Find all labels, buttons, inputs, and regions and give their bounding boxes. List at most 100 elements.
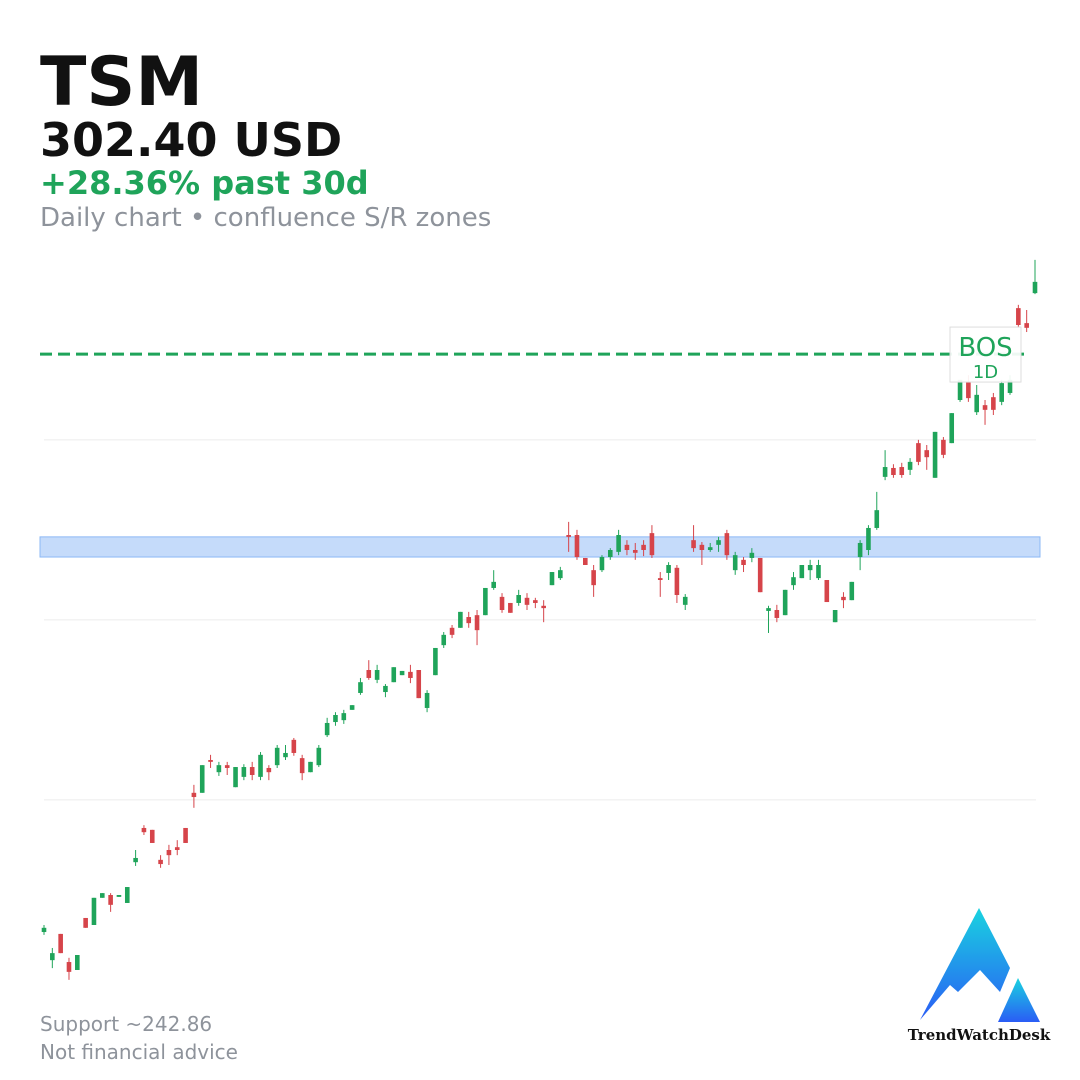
candle-body bbox=[449, 627, 455, 635]
candle-body bbox=[832, 610, 838, 623]
candle-body bbox=[841, 596, 846, 601]
candle-body bbox=[75, 955, 80, 970]
candle-body bbox=[791, 577, 796, 586]
candle-body bbox=[891, 467, 896, 475]
candle-body bbox=[799, 565, 805, 579]
candle-body bbox=[316, 747, 322, 766]
bos-label: BOS bbox=[958, 333, 1012, 363]
candle-body bbox=[99, 893, 105, 898]
candle-body bbox=[599, 557, 605, 571]
candle-body bbox=[199, 765, 205, 793]
candle-body bbox=[283, 752, 288, 758]
candle-body bbox=[533, 600, 538, 603]
candle-body bbox=[50, 953, 55, 961]
footer-disclaimer: Not financial advice bbox=[40, 1040, 238, 1064]
candle-body bbox=[166, 850, 172, 856]
candle-body bbox=[41, 927, 47, 933]
candle-body bbox=[632, 550, 638, 553]
candle-body bbox=[741, 559, 746, 565]
candle-body bbox=[258, 754, 263, 777]
candle-body bbox=[224, 765, 230, 768]
candle-body bbox=[133, 857, 138, 863]
candle-body bbox=[649, 533, 655, 556]
candle-body bbox=[824, 580, 830, 603]
logo: TrendWatchDesk bbox=[908, 908, 1051, 1044]
candle-body bbox=[391, 667, 397, 683]
brand: TrendWatchDesk bbox=[908, 1026, 1051, 1044]
candle-body bbox=[241, 767, 247, 777]
candle-body bbox=[499, 596, 505, 610]
candle-body bbox=[291, 739, 297, 753]
candle-body bbox=[349, 705, 355, 710]
candle-body bbox=[874, 510, 880, 528]
candle-body bbox=[591, 570, 596, 586]
sr-zone bbox=[39, 536, 1041, 558]
candle-body bbox=[116, 895, 122, 897]
candle-body bbox=[982, 405, 988, 410]
footer-support: Support ~242.86 bbox=[40, 1012, 212, 1036]
candle-body bbox=[358, 682, 363, 693]
candle-body bbox=[707, 547, 713, 550]
candle-body bbox=[766, 608, 771, 611]
candle-body bbox=[324, 722, 330, 736]
candle-body bbox=[1032, 281, 1038, 294]
candle-body bbox=[757, 557, 763, 593]
candle-body bbox=[999, 383, 1004, 402]
candle-body bbox=[991, 397, 996, 410]
candle-body bbox=[208, 760, 213, 762]
candle-body bbox=[732, 555, 738, 571]
candle-body bbox=[974, 394, 980, 413]
candle-body bbox=[691, 540, 696, 549]
candle-body bbox=[1024, 323, 1029, 328]
candle-body bbox=[266, 767, 272, 773]
candle-body bbox=[566, 535, 571, 537]
candle-body bbox=[666, 565, 671, 573]
candle-body bbox=[857, 542, 863, 558]
ticker: TSM bbox=[40, 43, 203, 122]
candle-body bbox=[174, 847, 180, 850]
candle-body bbox=[724, 533, 730, 556]
candle-body bbox=[91, 897, 97, 925]
candle-body bbox=[141, 827, 147, 833]
candle-body bbox=[641, 544, 646, 550]
candle-body bbox=[866, 527, 871, 550]
candle-body bbox=[524, 597, 530, 605]
candle-body bbox=[607, 550, 613, 558]
candle-body bbox=[541, 605, 546, 609]
candle-body bbox=[191, 792, 197, 798]
candle-body bbox=[782, 589, 788, 616]
candle-body bbox=[249, 767, 255, 775]
candle-body bbox=[916, 443, 921, 462]
change: +28.36% past 30d bbox=[40, 164, 369, 202]
candle-body bbox=[1016, 308, 1021, 325]
candle-body bbox=[491, 581, 496, 588]
candle-body bbox=[849, 581, 855, 601]
candle-body bbox=[716, 540, 721, 545]
candle-body bbox=[699, 544, 705, 550]
candle-body bbox=[907, 461, 913, 470]
subtitle: Daily chart • confluence S/R zones bbox=[40, 203, 491, 233]
candle-body bbox=[183, 827, 188, 843]
candle-body bbox=[383, 685, 388, 693]
candle-body bbox=[549, 572, 555, 586]
bos-timeframe: 1D bbox=[973, 362, 998, 383]
candle-body bbox=[341, 713, 347, 721]
candle-body bbox=[508, 602, 513, 613]
candle-body bbox=[657, 578, 663, 580]
candle-body bbox=[807, 565, 813, 571]
candle-body bbox=[949, 413, 955, 444]
candle-body bbox=[816, 565, 821, 579]
candle-body bbox=[558, 570, 563, 579]
candle-body bbox=[466, 617, 472, 624]
candle-body bbox=[441, 634, 447, 646]
candle-body bbox=[774, 610, 780, 618]
candle-body bbox=[616, 535, 621, 552]
candle-body bbox=[433, 647, 438, 676]
candle-body bbox=[474, 615, 480, 631]
candle-body bbox=[424, 692, 430, 708]
candle-body bbox=[899, 467, 905, 475]
candle-body bbox=[1007, 379, 1013, 393]
candle-body bbox=[966, 382, 971, 399]
candle-body bbox=[924, 450, 930, 458]
